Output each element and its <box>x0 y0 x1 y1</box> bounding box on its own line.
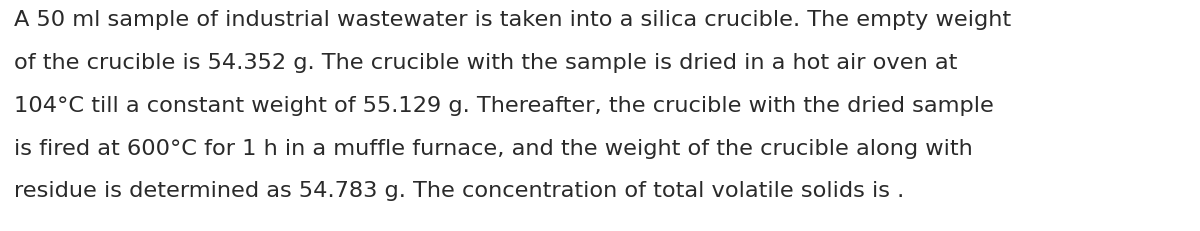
Text: is fired at 600°C for 1 h in a muffle furnace, and the weight of the crucible al: is fired at 600°C for 1 h in a muffle fu… <box>14 139 973 159</box>
Text: residue is determined as 54.783 g. The concentration of total volatile solids is: residue is determined as 54.783 g. The c… <box>14 181 905 201</box>
Text: 104°C till a constant weight of 55.129 g. Thereafter, the crucible with the drie: 104°C till a constant weight of 55.129 g… <box>14 96 995 116</box>
Text: of the crucible is 54.352 g. The crucible with the sample is dried in a hot air : of the crucible is 54.352 g. The crucibl… <box>14 53 958 73</box>
Text: A 50 ml sample of industrial wastewater is taken into a silica crucible. The emp: A 50 ml sample of industrial wastewater … <box>14 10 1012 30</box>
